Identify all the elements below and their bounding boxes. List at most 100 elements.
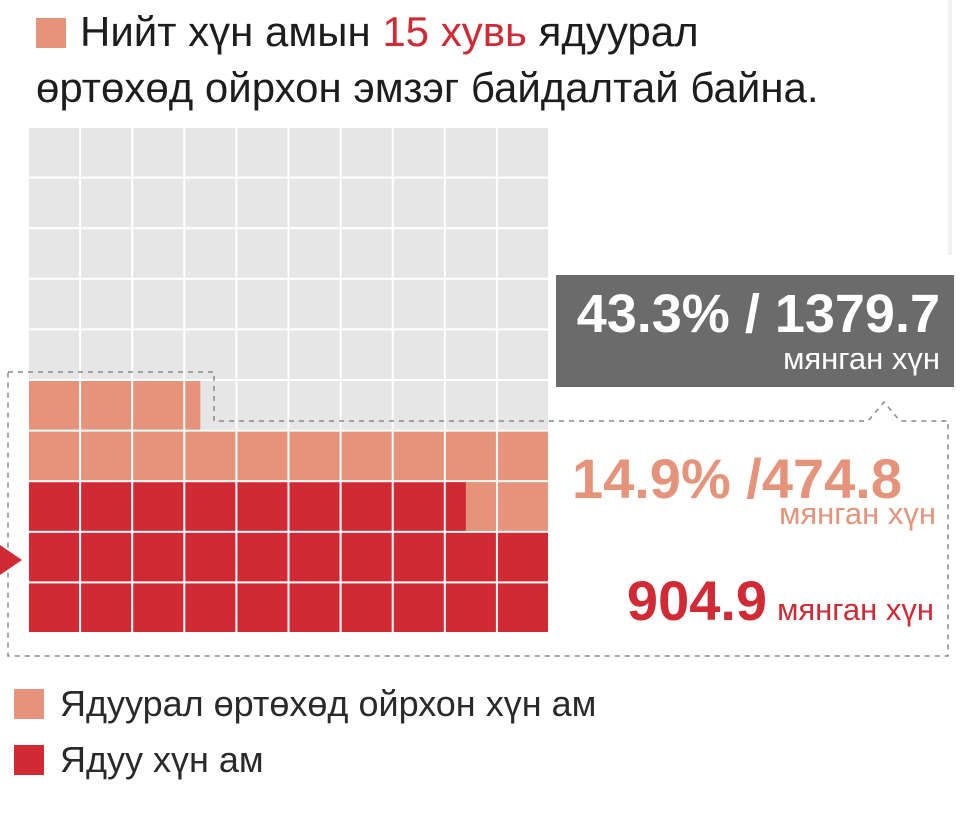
legend-swatch-poor: [14, 745, 44, 775]
waffle-cell-empty: [341, 279, 392, 329]
waffle-cell-empty: [133, 279, 184, 329]
waffle-cell-empty: [497, 279, 548, 329]
headline-line2: өртөхөд ойрхон эмзэг байдалтай байна.: [36, 64, 819, 111]
waffle-cell-poor: [81, 583, 132, 632]
waffle-cell-empty: [445, 279, 496, 329]
waffle-cell-poor: [497, 583, 548, 632]
waffle-cell-near-poor: [497, 482, 548, 531]
waffle-cell-empty: [29, 330, 80, 379]
waffle-cell-near-poor: [133, 381, 184, 430]
waffle-cell-poor-partial: [445, 482, 466, 531]
waffle-cell-poor: [289, 583, 340, 632]
waffle-cell-poor: [185, 532, 236, 582]
waffle-cell-empty: [29, 178, 80, 228]
waffle-cell-near-poor: [185, 431, 236, 481]
waffle-cell-poor: [29, 583, 80, 632]
waffle-cell-poor: [29, 482, 80, 531]
waffle-cell-near-poor: [497, 431, 548, 481]
waffle-cell-empty: [445, 330, 496, 379]
waffle-cell-poor: [237, 583, 288, 632]
headline-square-icon: [36, 18, 66, 48]
waffle-cell-empty: [393, 330, 444, 379]
waffle-cell-poor: [133, 583, 184, 632]
waffle-cell-empty: [81, 330, 132, 379]
waffle-cell-poor: [29, 532, 80, 582]
waffle-cell-near-poor: [393, 431, 444, 481]
total-value: 43.3% / 1379.7: [576, 284, 940, 344]
waffle-cell-empty: [133, 229, 184, 278]
waffle-cell-empty: [185, 330, 236, 379]
waffle-cell-empty: [289, 381, 340, 430]
near-poor-unit: мянган хүн: [779, 496, 936, 531]
waffle-cell-poor: [289, 482, 340, 531]
legend-label-poor: Ядуу хүн ам: [60, 739, 264, 780]
waffle-cell-empty: [341, 128, 392, 177]
waffle-cell-empty: [133, 128, 184, 177]
waffle-cell-poor: [393, 532, 444, 582]
legend-item-poor: Ядуу хүн ам: [14, 732, 596, 788]
waffle-cell-empty: [133, 330, 184, 379]
waffle-chart: [0, 128, 949, 657]
total-callout: 43.3% / 1379.7 мянган хүн: [556, 275, 954, 387]
waffle-cell-empty: [289, 330, 340, 379]
waffle-cell-empty: [445, 381, 496, 430]
waffle-cell-poor: [133, 482, 184, 531]
waffle-cell-empty: [237, 229, 288, 278]
near-poor-value: 14.9% /474.8: [571, 447, 902, 510]
waffle-cell-near-poor: [29, 431, 80, 481]
legend-item-near-poor: Ядуурал өртөхөд ойрхон хүн ам: [14, 676, 596, 732]
waffle-cell-poor: [81, 532, 132, 582]
waffle-cell-empty: [81, 178, 132, 228]
waffle-cell-empty: [133, 178, 184, 228]
headline-text-before: Нийт хүн амын: [80, 8, 383, 55]
waffle-cell-near-poor-partial: [185, 381, 201, 430]
waffle-cell-empty: [237, 381, 288, 430]
waffle-cell-empty: [393, 279, 444, 329]
waffle-cell-empty: [445, 128, 496, 177]
waffle-cell-near-poor: [237, 431, 288, 481]
waffle-cell-empty: [81, 128, 132, 177]
waffle-cell-empty: [237, 128, 288, 177]
waffle-cell-poor: [341, 583, 392, 632]
waffle-cell-empty: [29, 229, 80, 278]
waffle-cell-empty: [289, 178, 340, 228]
waffle-cell-poor: [237, 482, 288, 531]
headline-highlight: 15 хувь: [382, 8, 527, 55]
waffle-cell-poor: [445, 532, 496, 582]
waffle-cell-near-poor: [81, 381, 132, 430]
waffle-cell-poor: [237, 532, 288, 582]
legend-label-near-poor: Ядуурал өртөхөд ойрхон хүн ам: [60, 683, 597, 724]
waffle-cell-poor: [185, 583, 236, 632]
waffle-cell-empty: [393, 178, 444, 228]
waffle-cell-empty: [185, 229, 236, 278]
waffle-cell-poor: [289, 532, 340, 582]
waffle-cell-empty: [185, 128, 236, 177]
waffle-cell-empty: [341, 381, 392, 430]
waffle-cell-empty: [81, 279, 132, 329]
waffle-cell-poor: [341, 532, 392, 582]
waffle-cell-near-poor: [445, 431, 496, 481]
headline: Нийт хүн амын 15 хувь ядуурал өртөхөд ой…: [36, 4, 936, 116]
waffle-cell-empty: [29, 128, 80, 177]
waffle-cell-poor: [497, 532, 548, 582]
waffle-cell-empty: [393, 381, 444, 430]
waffle-cell-poor: [133, 532, 184, 582]
waffle-cell-empty: [341, 229, 392, 278]
waffle-cell-near-poor: [29, 381, 80, 430]
waffle-cell-empty: [29, 279, 80, 329]
waffle-cell-empty: [289, 229, 340, 278]
waffle-cell-poor: [81, 482, 132, 531]
waffle-cell-poor: [445, 583, 496, 632]
waffle-cell-poor: [393, 583, 444, 632]
waffle-cell-empty: [185, 178, 236, 228]
waffle-cell-empty: [289, 279, 340, 329]
poor-callout: 904.9 мянган хүн: [627, 568, 934, 633]
waffle-cell-near-poor: [81, 431, 132, 481]
waffle-cell-empty: [289, 128, 340, 177]
waffle-cell-empty: [393, 229, 444, 278]
waffle-cell-poor: [393, 482, 444, 531]
pointer-triangle-icon: [0, 545, 22, 575]
total-unit: мянган хүн: [783, 341, 940, 376]
waffle-cell-empty: [445, 229, 496, 278]
right-edge-rule: [948, 0, 952, 255]
